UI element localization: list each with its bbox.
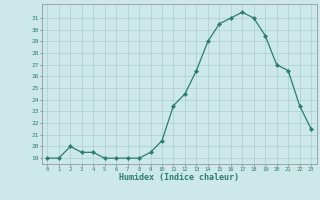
X-axis label: Humidex (Indice chaleur): Humidex (Indice chaleur) (119, 173, 239, 182)
